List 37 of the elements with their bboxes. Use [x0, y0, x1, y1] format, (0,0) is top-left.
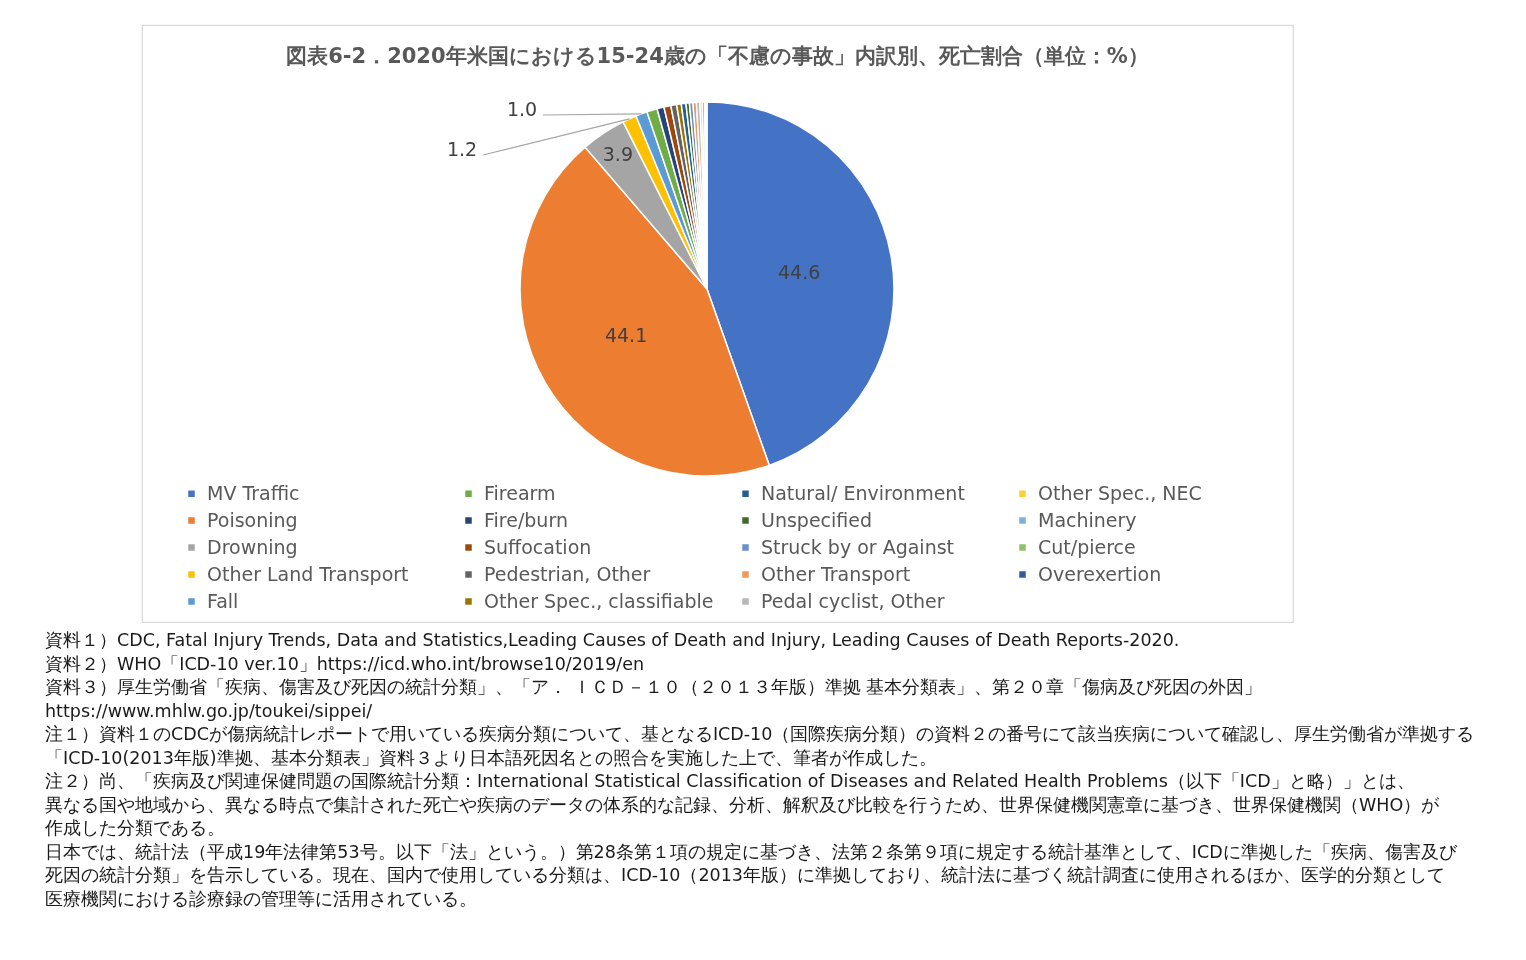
legend-label: Other Land Transport — [207, 562, 409, 585]
legend-label: Other Transport — [761, 562, 911, 585]
legend-label: Fall — [207, 589, 239, 612]
text: 日本では、統計法（平成19年法律第53号。以下「法」という。）第28条第１項の規定に基づき、法第２条第９項に規定する統計基準として、ICDに準拠した「疾病、傷害及び — [45, 841, 1458, 862]
text: 「ICD-10(2013年版)準拠、基本分類表」資料３より日本語死因名との照合を実施した上で、筆者が作成した。 — [45, 747, 937, 768]
text: 資料１）CDC, Fatal Injury Trends, Data and Statistics,Leading Causes of Death and Injury, Leading Causes of Death Reports-2020. — [45, 630, 1180, 650]
legend-label: MV Traffic — [207, 481, 300, 504]
legend-label: Cut/pierce — [1038, 535, 1136, 558]
text: 異なる国や地域から、異なる時点で集計された死亡や疾病のデータの体系的な記録、分析、解釈及び比較を行うため、世界保健機関憲章に基づき、世界保健機関（WHO）が — [45, 794, 1441, 815]
text: 医療機関における診療録の管理等に活用されている。 — [45, 888, 477, 909]
text: 注１）資料１のCDCが傷病統計レポートで用いている疾病分類について、基となるICD-10（国際疾病分類）の資料２の番号にて該当疾病について確認し、厚生労働省が準拠する — [45, 724, 1475, 744]
text: 資料２）WHO「ICD-10 ver.10」https://icd.who.int/browse10/2019/en — [45, 653, 645, 674]
legend-label: Drowning — [207, 535, 298, 558]
text: 死因の統計分類」を告示している。現在、国内で使用している分類は、ICD-10（2013年版）に準拠しており、統計法に基づく統計調査に使用されるほか、医学的分類として — [45, 865, 1445, 885]
legend-label: Fire/burn — [484, 508, 568, 531]
legend-label: Pedestrian, Other — [484, 562, 651, 585]
text: https://www.mhlw.go.jp/toukei/sippei/ — [45, 700, 373, 721]
legend-label: Pedal cyclist, Other — [761, 589, 945, 612]
legend-label: Other Spec., classifiable — [484, 589, 714, 612]
legend-label: Overexertion — [1038, 562, 1162, 585]
legend-label: Natural/ Environment — [761, 481, 965, 504]
legend-label: Poisoning — [207, 508, 298, 531]
data-label: 1.2 — [446, 138, 478, 160]
legend-label: Firearm — [484, 481, 556, 504]
data-label: 44.1 — [604, 323, 648, 346]
text: 作成した分類である。 — [44, 818, 225, 838]
text: 注２）尚、「疾病及び関連保健問題の国際統計分類：International Statistical Classification of Diseases and Related Health Problems（以下「ICD」と略）」とは、 — [45, 771, 1415, 791]
legend-label: Other Spec., NEC — [1038, 481, 1202, 504]
legend-label: Suffocation — [484, 535, 592, 558]
data-label: 1.0 — [506, 98, 538, 120]
legend-label: Struck by or Against — [761, 535, 955, 558]
text: 資料３）厚生労働省「疾病、傷害及び死因の統計分類」、「ア． ＩＣＤ－１０（２０１３年版）準拠 基本分類表」、第２０章「傷病及び死因の外因」 — [45, 677, 1263, 697]
chart-title: 図表6-2．2020年米国における15-24歳の「不慮の事故」内訳別、死亡割合（単位：%） — [286, 44, 1149, 68]
data-label: 3.9 — [602, 143, 633, 166]
legend-label: Machinery — [1038, 508, 1137, 531]
data-label: 44.6 — [778, 261, 821, 284]
legend-label: Unspecified — [761, 508, 873, 531]
